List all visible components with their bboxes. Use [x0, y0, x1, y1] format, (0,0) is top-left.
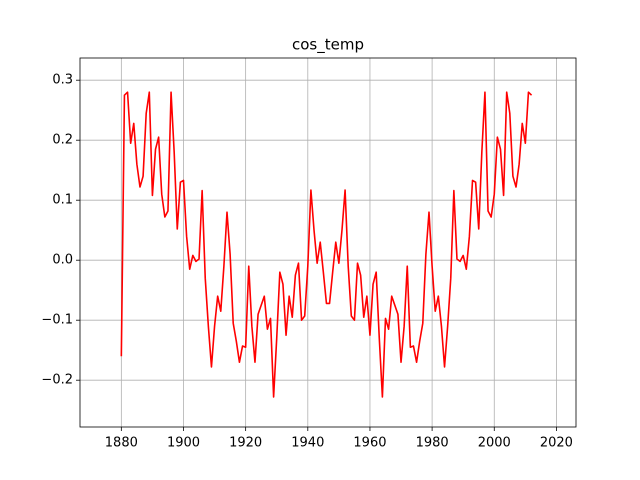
x-tick-label: 1980	[416, 436, 449, 451]
y-tick-label: −0.2	[41, 373, 73, 388]
y-tick-label: 0.0	[52, 253, 73, 268]
x-tick-label: 1920	[229, 436, 262, 451]
chart-title: cos_temp	[292, 36, 364, 55]
x-tick-label: 2000	[478, 436, 511, 451]
x-tick-label: 1940	[291, 436, 324, 451]
x-tick-label: 1880	[105, 436, 138, 451]
x-tick-label: 2020	[540, 436, 573, 451]
plot-frame	[79, 57, 577, 428]
y-tick-label: −0.1	[41, 313, 73, 328]
data-line	[120, 91, 533, 398]
y-tick-label: 0.3	[52, 73, 73, 88]
y-tick-label: 0.1	[52, 193, 73, 208]
x-tick-label: 1960	[353, 436, 386, 451]
x-tick-label: 1900	[167, 436, 200, 451]
y-tick-label: 0.2	[52, 133, 73, 148]
